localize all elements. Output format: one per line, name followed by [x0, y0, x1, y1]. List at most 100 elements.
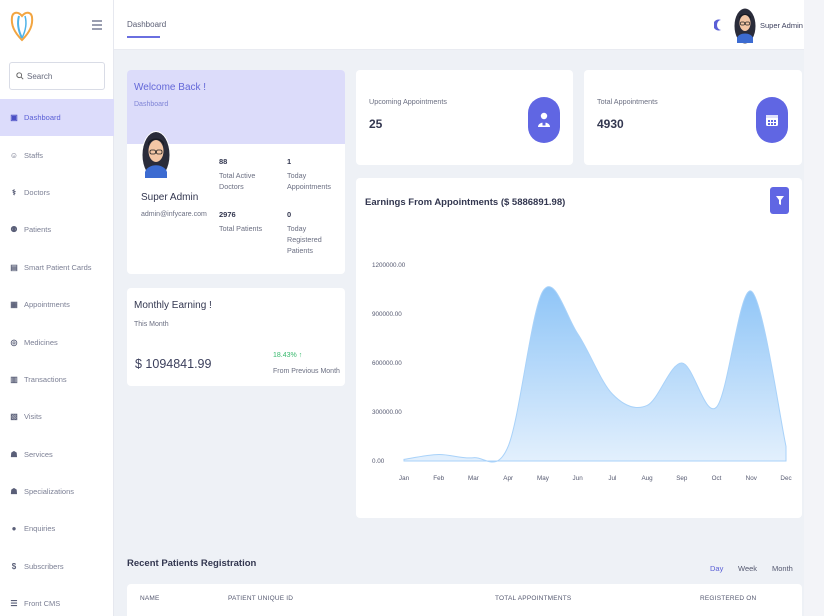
upcoming-value: 25	[369, 117, 383, 131]
y-tick-label: 1200000.00	[372, 262, 406, 269]
sidebar-item-label: Dashboard	[24, 113, 61, 123]
column-header-name[interactable]: NAME	[140, 595, 160, 602]
welcome-banner: Welcome Back ! Dashboard	[127, 70, 345, 144]
recent-patients-title: Recent Patients Registration	[127, 558, 257, 569]
search-icon	[16, 72, 24, 80]
pills-icon: ◎	[10, 337, 18, 347]
x-tick-label: Apr	[503, 475, 513, 482]
x-tick-label: May	[537, 475, 550, 482]
monthly-amount: $ 1094841.99	[135, 357, 212, 371]
monthly-change: 18.43% ↑	[273, 352, 303, 359]
calendar-icon: ▦	[10, 300, 18, 310]
monthly-earning-card: Monthly Earning ! This Month $ 1094841.9…	[127, 288, 345, 386]
calendar-icon	[756, 97, 788, 143]
upcoming-label: Upcoming Appointments	[369, 97, 447, 106]
dashboard-icon: ▣	[10, 113, 18, 123]
services-icon: ☗	[10, 449, 18, 459]
dollar-icon: $	[11, 561, 17, 571]
earnings-chart: 1200000.00 900000.00 600000.00 300000.00 0.0…	[372, 262, 792, 482]
y-tick-label: 600000.00	[372, 360, 402, 367]
stat-total-patients: 2976 Total Patients	[219, 210, 263, 233]
earnings-chart-card: Earnings From Appointments ($ 5886891.98…	[356, 178, 802, 518]
sidebar-item-staffs[interactable]: ☺ Staffs	[0, 136, 114, 173]
doctor-icon: ⚕	[11, 187, 17, 197]
column-header-total-appointments[interactable]: TOTAL APPOINTMENTS	[495, 595, 572, 602]
question-icon: ●	[11, 524, 17, 534]
x-tick-label: Sep	[676, 475, 688, 482]
monthly-change-label: From Previous Month	[273, 368, 340, 375]
sidebar-item-medicines[interactable]: ◎ Medicines	[0, 323, 114, 360]
x-tick-label: Mar	[468, 475, 479, 482]
welcome-card: Welcome Back ! Dashboard Super Admin adm…	[127, 70, 345, 274]
stat-today-registered: 0 Today Registered Patients	[287, 210, 322, 255]
sidebar-item-specializations[interactable]: ☗ Specializations	[0, 473, 114, 510]
breadcrumb[interactable]: Dashboard	[127, 20, 167, 29]
sidebar-item-patients[interactable]: ⚉ Patients	[0, 211, 114, 248]
sidebar-item-dashboard[interactable]: ▣ Dashboard	[0, 99, 114, 137]
sidebar-item-label: Staffs	[24, 150, 44, 160]
column-header-patient-id[interactable]: PATIENT UNIQUE ID	[228, 595, 294, 602]
menu-toggle-button[interactable]	[92, 20, 102, 30]
sidebar-item-appointments[interactable]: ▦ Appointments	[0, 286, 114, 323]
avatar[interactable]	[734, 8, 756, 44]
x-tick-label: Jan	[399, 475, 410, 482]
sidebar-item-doctors[interactable]: ⚕ Doctors	[0, 174, 114, 211]
x-tick-label: Aug	[641, 475, 653, 482]
filter-button[interactable]	[770, 187, 789, 214]
logo-icon[interactable]	[10, 8, 34, 42]
sidebar-item-label: Medicines	[24, 337, 58, 347]
welcome-name: Super Admin	[141, 192, 199, 203]
sidebar-item-label: Specializations	[24, 487, 75, 497]
stat-active-doctors: 88 Total Active Doctors	[219, 157, 256, 191]
arrow-up-icon: ↑	[298, 352, 303, 359]
total-appointments-label: Total Appointments	[597, 97, 658, 106]
stat-today-appointments: 1 Today Appointments	[287, 157, 331, 191]
sidebar-item-label: Services	[24, 449, 53, 459]
x-tick-label: Feb	[433, 475, 444, 482]
sidebar-item-front-cms[interactable]: ☰ Front CMS	[0, 585, 114, 616]
page-scrollbar-gutter[interactable]	[804, 0, 824, 616]
sidebar-item-transactions[interactable]: ▥ Transactions	[0, 361, 114, 398]
id-card-icon: ▤	[10, 262, 18, 272]
top-header: Dashboard Super Admin	[114, 0, 804, 50]
sidebar-item-label: Visits	[24, 412, 42, 422]
recent-patients-table-header: NAME PATIENT UNIQUE ID TOTAL APPOINTMENT…	[127, 584, 802, 616]
sidebar: ▣ Dashboard ☺ Staffs ⚕ Doctors ⚉ Patients ▤ Smart…	[0, 0, 114, 616]
username[interactable]: Super Admin	[760, 21, 803, 30]
monthly-title: Monthly Earning !	[134, 300, 212, 311]
sidebar-item-subscribers[interactable]: $ Subscribers	[0, 548, 114, 585]
sidebar-item-label: Transactions	[24, 374, 67, 384]
sidebar-item-label: Front CMS	[24, 599, 61, 609]
monthly-subtitle: This Month	[134, 321, 169, 328]
total-appointments-card: Total Appointments 4930	[584, 70, 802, 165]
sidebar-item-services[interactable]: ☗ Services	[0, 436, 114, 473]
patients-icon: ⚉	[10, 225, 18, 235]
sidebar-item-enquiries[interactable]: ● Enquiries	[0, 510, 114, 547]
sidebar-item-smart-patient-cards[interactable]: ▤ Smart Patient Cards	[0, 249, 114, 286]
x-tick-label: Oct	[712, 475, 722, 482]
x-tick-label: Dec	[780, 475, 791, 482]
column-header-registered-on[interactable]: REGISTERED ON	[700, 595, 757, 602]
filter-icon	[775, 196, 784, 205]
sidebar-item-label: Doctors	[24, 187, 50, 197]
earnings-area-series	[403, 286, 787, 463]
sidebar-item-label: Smart Patient Cards	[24, 262, 92, 272]
x-tick-label: Jun	[573, 475, 584, 482]
total-appointments-value: 4930	[597, 117, 624, 131]
range-month-tab[interactable]: Month	[772, 564, 793, 573]
welcome-email: admin@infycare.com	[141, 211, 207, 218]
search-input[interactable]	[27, 71, 105, 81]
x-tick-label: Jul	[608, 475, 616, 482]
range-day-tab[interactable]: Day	[710, 564, 724, 573]
y-tick-label: 900000.00	[372, 311, 402, 318]
sidebar-item-visits[interactable]: ▧ Visits	[0, 398, 114, 435]
moon-icon[interactable]	[714, 19, 724, 31]
breadcrumb-underline	[127, 36, 160, 38]
x-tick-label: Nov	[746, 475, 758, 482]
search-box	[9, 62, 105, 90]
specialization-icon: ☗	[10, 487, 18, 497]
welcome-title: Welcome Back !	[134, 82, 207, 93]
range-week-tab[interactable]: Week	[738, 564, 758, 573]
y-tick-label: 0.00	[372, 458, 385, 465]
sidebar-menu: ▣ Dashboard ☺ Staffs ⚕ Doctors ⚉ Patients ▤ Smart…	[0, 99, 114, 616]
